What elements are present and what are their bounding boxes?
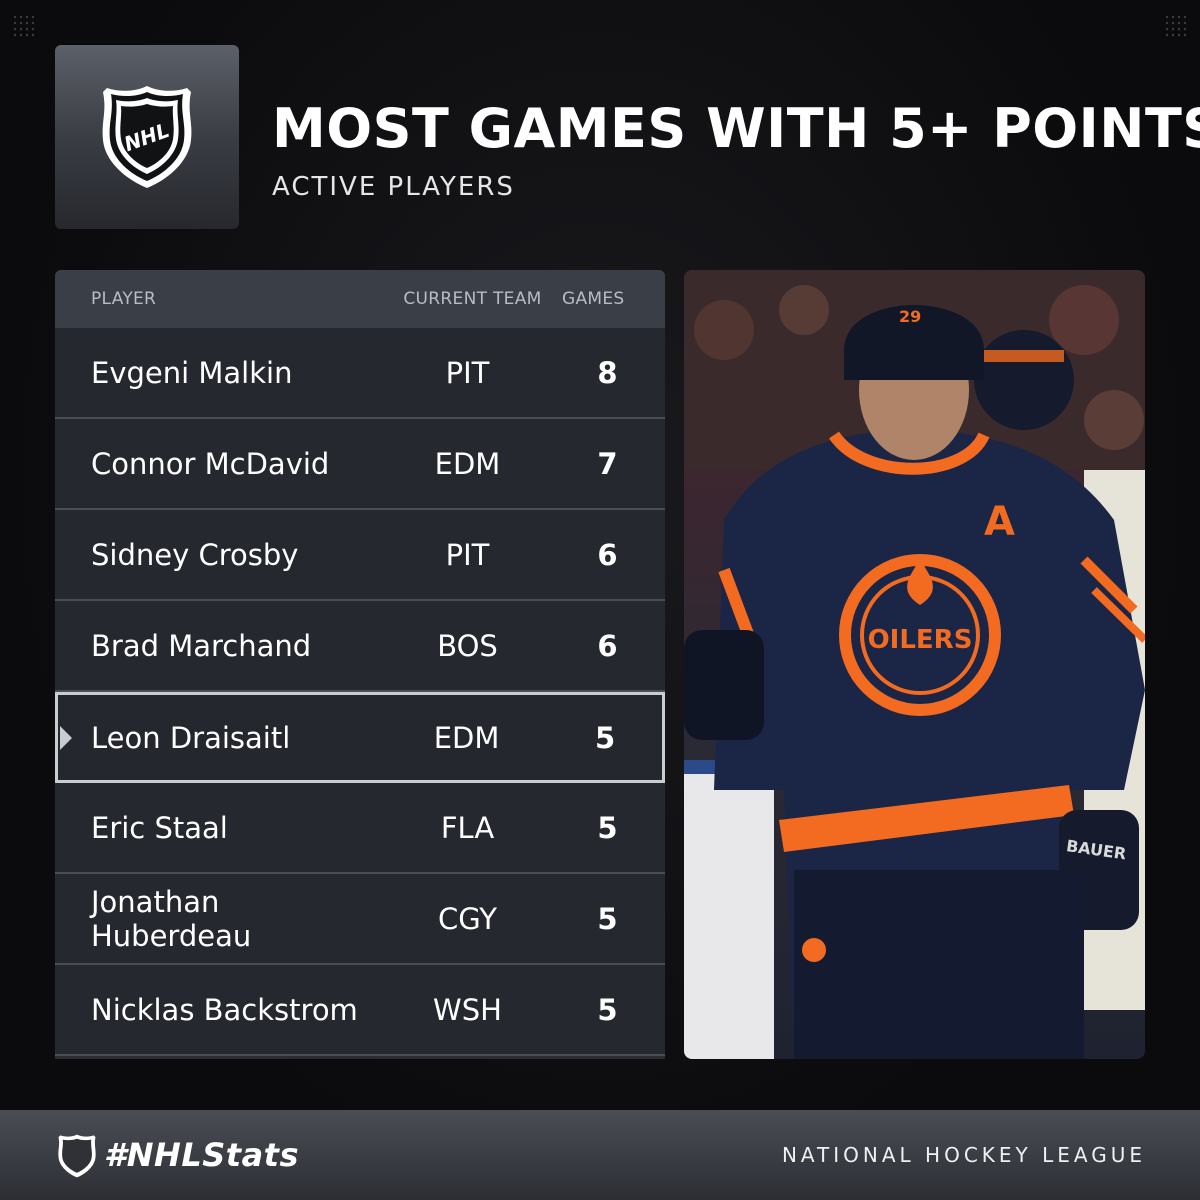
player-name: Leon Draisaitl	[91, 720, 291, 755]
table-row: Connor McDavid EDM 7	[55, 419, 665, 510]
team-abbr: BOS	[437, 628, 498, 663]
dot-pattern	[1164, 14, 1188, 38]
column-header-team: CURRENT TEAM	[403, 289, 542, 309]
team-abbr: EDM	[433, 720, 500, 755]
table-header: PLAYER CURRENT TEAM GAMES	[55, 270, 665, 328]
player-name: Eric Staal	[91, 810, 228, 845]
table-row: Nicklas Backstrom WSH 5	[55, 965, 665, 1056]
games-count: 7	[597, 446, 618, 481]
footer: #NHLStats NATIONAL HOCKEY LEAGUE	[0, 1110, 1200, 1200]
table-row: Sidney Crosby PIT 6	[55, 510, 665, 601]
games-count: 5	[594, 720, 616, 755]
games-count: 8	[597, 355, 618, 390]
table-row: Brad Marchand BOS 6	[55, 601, 665, 692]
team-abbr: WSH	[433, 992, 502, 1027]
hashtag: #NHLStats	[104, 1136, 299, 1174]
league-name: NATIONAL HOCKEY LEAGUE	[781, 1143, 1146, 1167]
nhl-logo-tile: NHL	[55, 45, 239, 229]
table-row: Eric Staal FLA 5	[55, 783, 665, 874]
games-count: 6	[597, 537, 618, 572]
table-row: Jonathan Huberdeau CGY 5	[55, 874, 665, 965]
table-row: Evgeni Malkin PIT 8	[55, 328, 665, 419]
column-header-player: PLAYER	[91, 289, 157, 309]
dot-pattern	[12, 14, 36, 38]
team-abbr: PIT	[445, 355, 490, 390]
team-abbr: EDM	[434, 446, 501, 481]
games-count: 6	[597, 628, 618, 663]
highlight-marker-icon	[60, 725, 72, 750]
column-header-games: GAMES	[562, 289, 625, 309]
player-name: Nicklas Backstrom	[91, 992, 358, 1027]
page-subtitle: ACTIVE PLAYERS	[272, 172, 515, 202]
team-abbr: CGY	[438, 901, 497, 936]
nhl-shield-icon	[58, 1134, 96, 1178]
games-count: 5	[597, 901, 618, 936]
jersey-letter: A	[984, 499, 1015, 545]
player-name: Evgeni Malkin	[91, 355, 293, 390]
team-abbr: FLA	[440, 810, 495, 845]
nhl-shield-icon: NHL	[102, 86, 192, 188]
player-name: Sidney Crosby	[91, 537, 299, 572]
helmet-number: 29	[899, 307, 921, 326]
oilers-player-illustration: A OILERS 29 BAUER	[684, 270, 1145, 1059]
page-title: MOST GAMES WITH 5+ POINTS	[272, 97, 1200, 160]
games-count: 5	[597, 992, 618, 1027]
player-name: Connor McDavid	[91, 446, 330, 481]
crest-text: OILERS	[868, 625, 973, 655]
stats-table: PLAYER CURRENT TEAM GAMES Evgeni Malkin P…	[55, 270, 665, 1059]
table-body: Evgeni Malkin PIT 8 Connor McDavid EDM 7 Sidne…	[55, 328, 665, 1056]
games-count: 5	[597, 810, 618, 845]
team-abbr: PIT	[445, 537, 490, 572]
player-name: Brad Marchand	[91, 628, 312, 663]
player-name: Jonathan Huberdeau	[91, 884, 252, 953]
table-row: Leon Draisaitl EDM 5	[55, 692, 665, 783]
player-photo: A OILERS 29 BAUER	[684, 270, 1145, 1059]
